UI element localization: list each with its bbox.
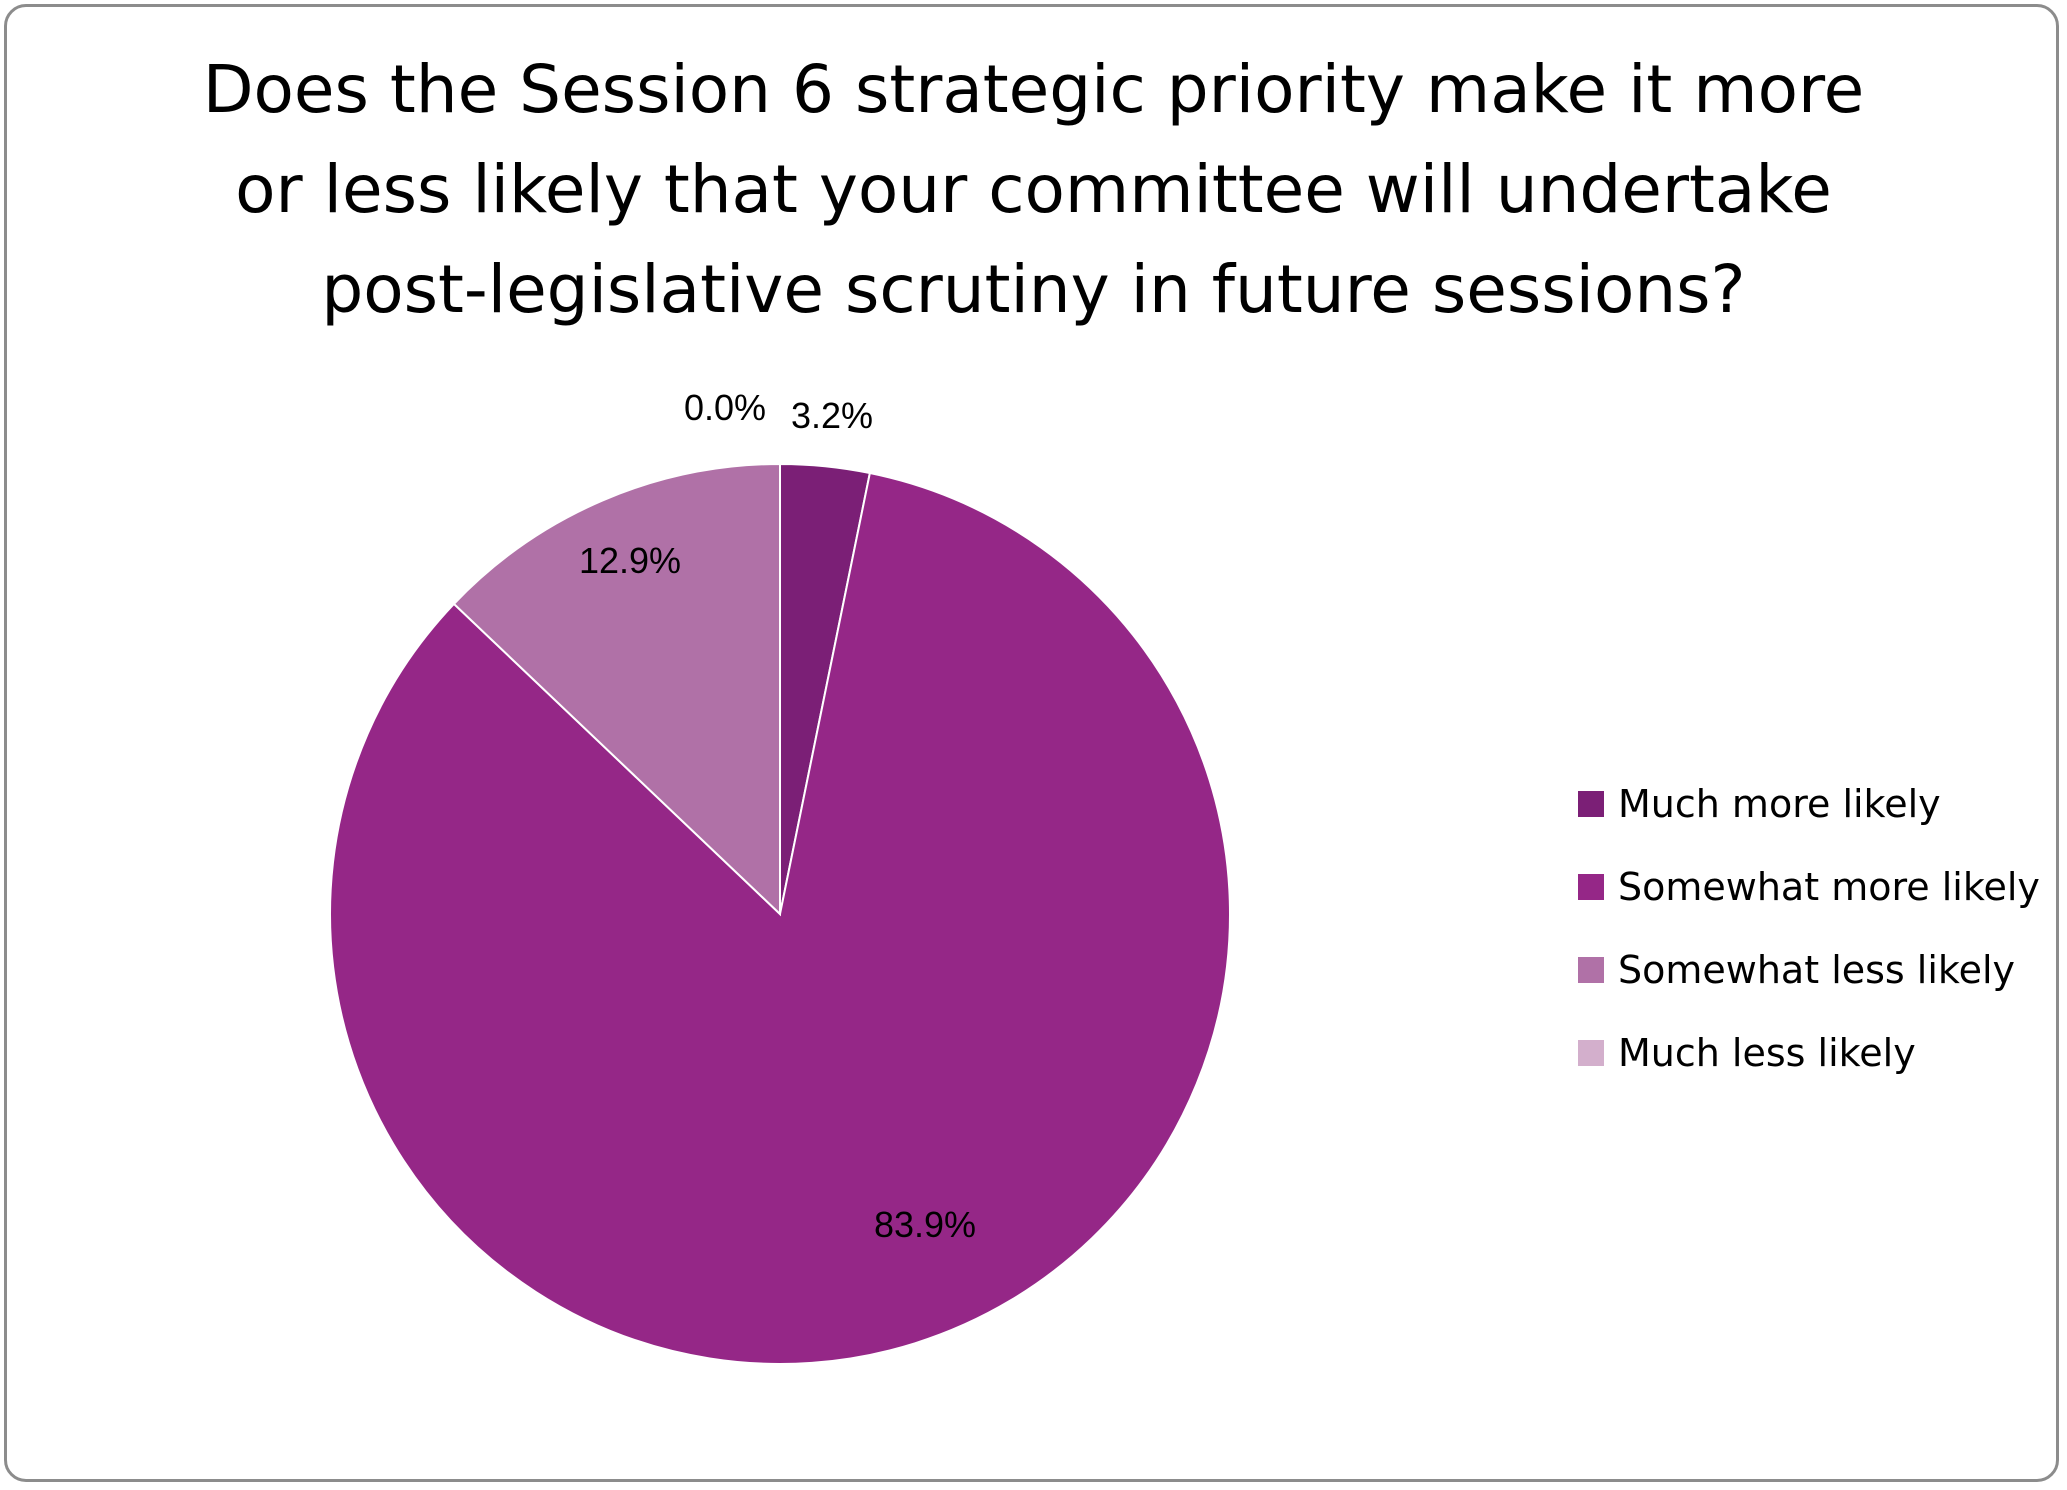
legend-item-somewhat-more-likely: Somewhat more likely	[1578, 845, 2040, 928]
pie-data-labels: 3.2% 83.9% 12.9% 0.0%	[579, 387, 976, 1245]
legend-swatch	[1578, 873, 1604, 900]
legend-label: Somewhat more likely	[1618, 864, 2040, 909]
data-label-much-less-likely: 0.0%	[684, 387, 766, 428]
pie-slices	[329, 462, 1231, 1365]
chart-title-line-2: or less likely that your committee will …	[235, 151, 1832, 228]
data-label-somewhat-less-likely: 12.9%	[579, 540, 681, 581]
legend-label: Much less likely	[1618, 1030, 1916, 1075]
data-label-much-more-likely: 3.2%	[791, 395, 873, 436]
pie-slice-somewhat-less-likely	[452, 462, 781, 917]
legend-item-much-more-likely: Much more likely	[1578, 762, 2040, 845]
legend-label: Much more likely	[1618, 781, 1941, 826]
data-label-somewhat-more-likely: 83.9%	[874, 1204, 976, 1245]
legend-item-much-less-likely: Much less likely	[1578, 1011, 2040, 1094]
chart-title-line-3: post-legislative scrutiny in future sess…	[321, 251, 1746, 328]
legend-swatch	[1578, 956, 1604, 983]
legend: Much more likely Somewhat more likely So…	[1578, 762, 2040, 1094]
legend-swatch	[1578, 1039, 1604, 1066]
chart-title: Does the Session 6 strategic priority ma…	[0, 40, 2067, 340]
chart-title-line-1: Does the Session 6 strategic priority ma…	[202, 51, 1865, 128]
legend-label: Somewhat less likely	[1618, 947, 2015, 992]
legend-item-somewhat-less-likely: Somewhat less likely	[1578, 928, 2040, 1011]
pie-slice-somewhat-more-likely	[329, 471, 1231, 1365]
legend-swatch	[1578, 790, 1604, 817]
